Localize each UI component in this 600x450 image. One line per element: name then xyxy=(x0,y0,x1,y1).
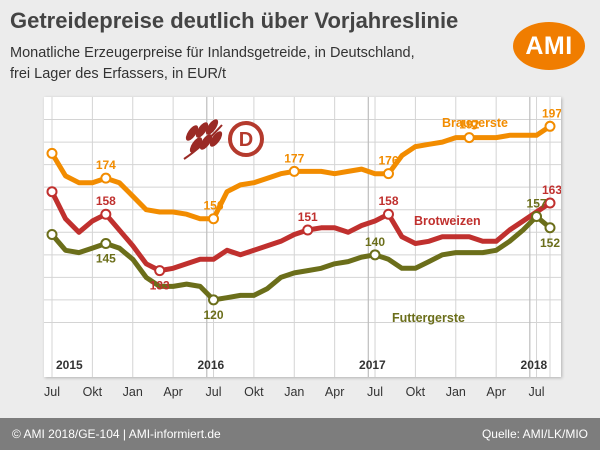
x-tick-label: Jan xyxy=(445,385,466,399)
plot-area: D 20152016201720181851741561771761921971… xyxy=(44,97,561,377)
x-tick-label: Apr xyxy=(486,385,506,399)
data-label: 140 xyxy=(365,235,385,249)
series-label: Brotweizen xyxy=(414,214,481,228)
series-line-braugerste xyxy=(49,123,553,222)
x-tick-label: Jan xyxy=(122,385,143,399)
chart-subtitle-line2: frei Lager des Erfassers, in EUR/t xyxy=(10,66,226,82)
data-label: 177 xyxy=(284,151,304,165)
footer-bar: © AMI 2018/GE-104 | AMI-informiert.de Qu… xyxy=(0,418,600,450)
data-label: 158 xyxy=(378,194,398,208)
x-tick-label: Apr xyxy=(163,385,183,399)
data-label: 158 xyxy=(96,194,116,208)
data-label: 174 xyxy=(96,158,116,172)
series-line-futtergerste xyxy=(49,214,553,303)
data-point xyxy=(100,238,112,250)
data-point xyxy=(382,208,394,220)
x-tick-label: Okt xyxy=(405,385,426,399)
data-label: 156 xyxy=(203,199,223,213)
data-point xyxy=(46,147,58,159)
x-tick-label: Jul xyxy=(205,385,222,399)
data-point xyxy=(100,172,112,184)
x-tick-label: Jul xyxy=(44,385,60,399)
x-tick-label: Okt xyxy=(244,385,264,399)
data-point xyxy=(154,265,166,277)
data-label: 133 xyxy=(150,279,170,293)
data-point xyxy=(100,208,112,220)
data-point xyxy=(531,210,543,222)
data-label: 163 xyxy=(542,183,561,197)
year-label: 2018 xyxy=(521,358,548,372)
data-label: 152 xyxy=(540,236,560,250)
ami-logo: AMI xyxy=(513,22,585,70)
data-label: 197 xyxy=(542,106,561,120)
series-label: Braugerste xyxy=(442,116,508,130)
data-point xyxy=(208,294,220,306)
x-tick-label: Jul xyxy=(367,385,383,399)
data-label: 157 xyxy=(527,196,547,210)
emblem-letter: D xyxy=(239,129,253,151)
year-label: 2017 xyxy=(359,358,386,372)
data-point xyxy=(288,165,300,177)
data-point xyxy=(544,222,556,234)
data-point xyxy=(463,132,475,144)
data-label: 151 xyxy=(298,210,318,224)
data-label: 120 xyxy=(203,308,223,322)
year-label: 2015 xyxy=(56,358,83,372)
x-tick-label: Jul xyxy=(528,385,545,399)
data-point xyxy=(369,249,381,261)
chart-title: Getreidepreise deutlich über Vorjahresli… xyxy=(10,8,459,33)
logo-text: AMI xyxy=(525,31,573,60)
data-label: 192 xyxy=(459,118,479,132)
emblem-ring xyxy=(228,121,264,157)
data-point xyxy=(544,197,556,209)
x-tick-label: Apr xyxy=(324,385,345,399)
source-text: Quelle: AMI/LK/MIO xyxy=(481,427,588,441)
data-point xyxy=(208,213,220,225)
wheat-icon xyxy=(183,119,223,160)
data-point xyxy=(544,120,556,132)
data-point xyxy=(46,186,58,198)
data-point xyxy=(46,229,58,241)
x-tick-label: Jan xyxy=(284,385,305,399)
x-tick-label: Okt xyxy=(82,385,103,399)
year-label: 2016 xyxy=(198,358,225,372)
germany-grain-emblem: D xyxy=(183,119,264,160)
line-chart: D 20152016201720181851741561771761921971… xyxy=(44,97,561,377)
data-point xyxy=(302,224,314,236)
data-label: 176 xyxy=(378,154,398,168)
data-point xyxy=(382,168,394,180)
series-line-brotweizen xyxy=(49,189,553,274)
data-label: 145 xyxy=(96,252,116,266)
series-label: Futtergerste xyxy=(392,311,465,325)
chart-subtitle-line1: Monatliche Erzeugerpreise für Inlandsget… xyxy=(10,45,415,61)
copyright-text: © AMI 2018/GE-104 | AMI-informiert.de xyxy=(12,427,221,441)
